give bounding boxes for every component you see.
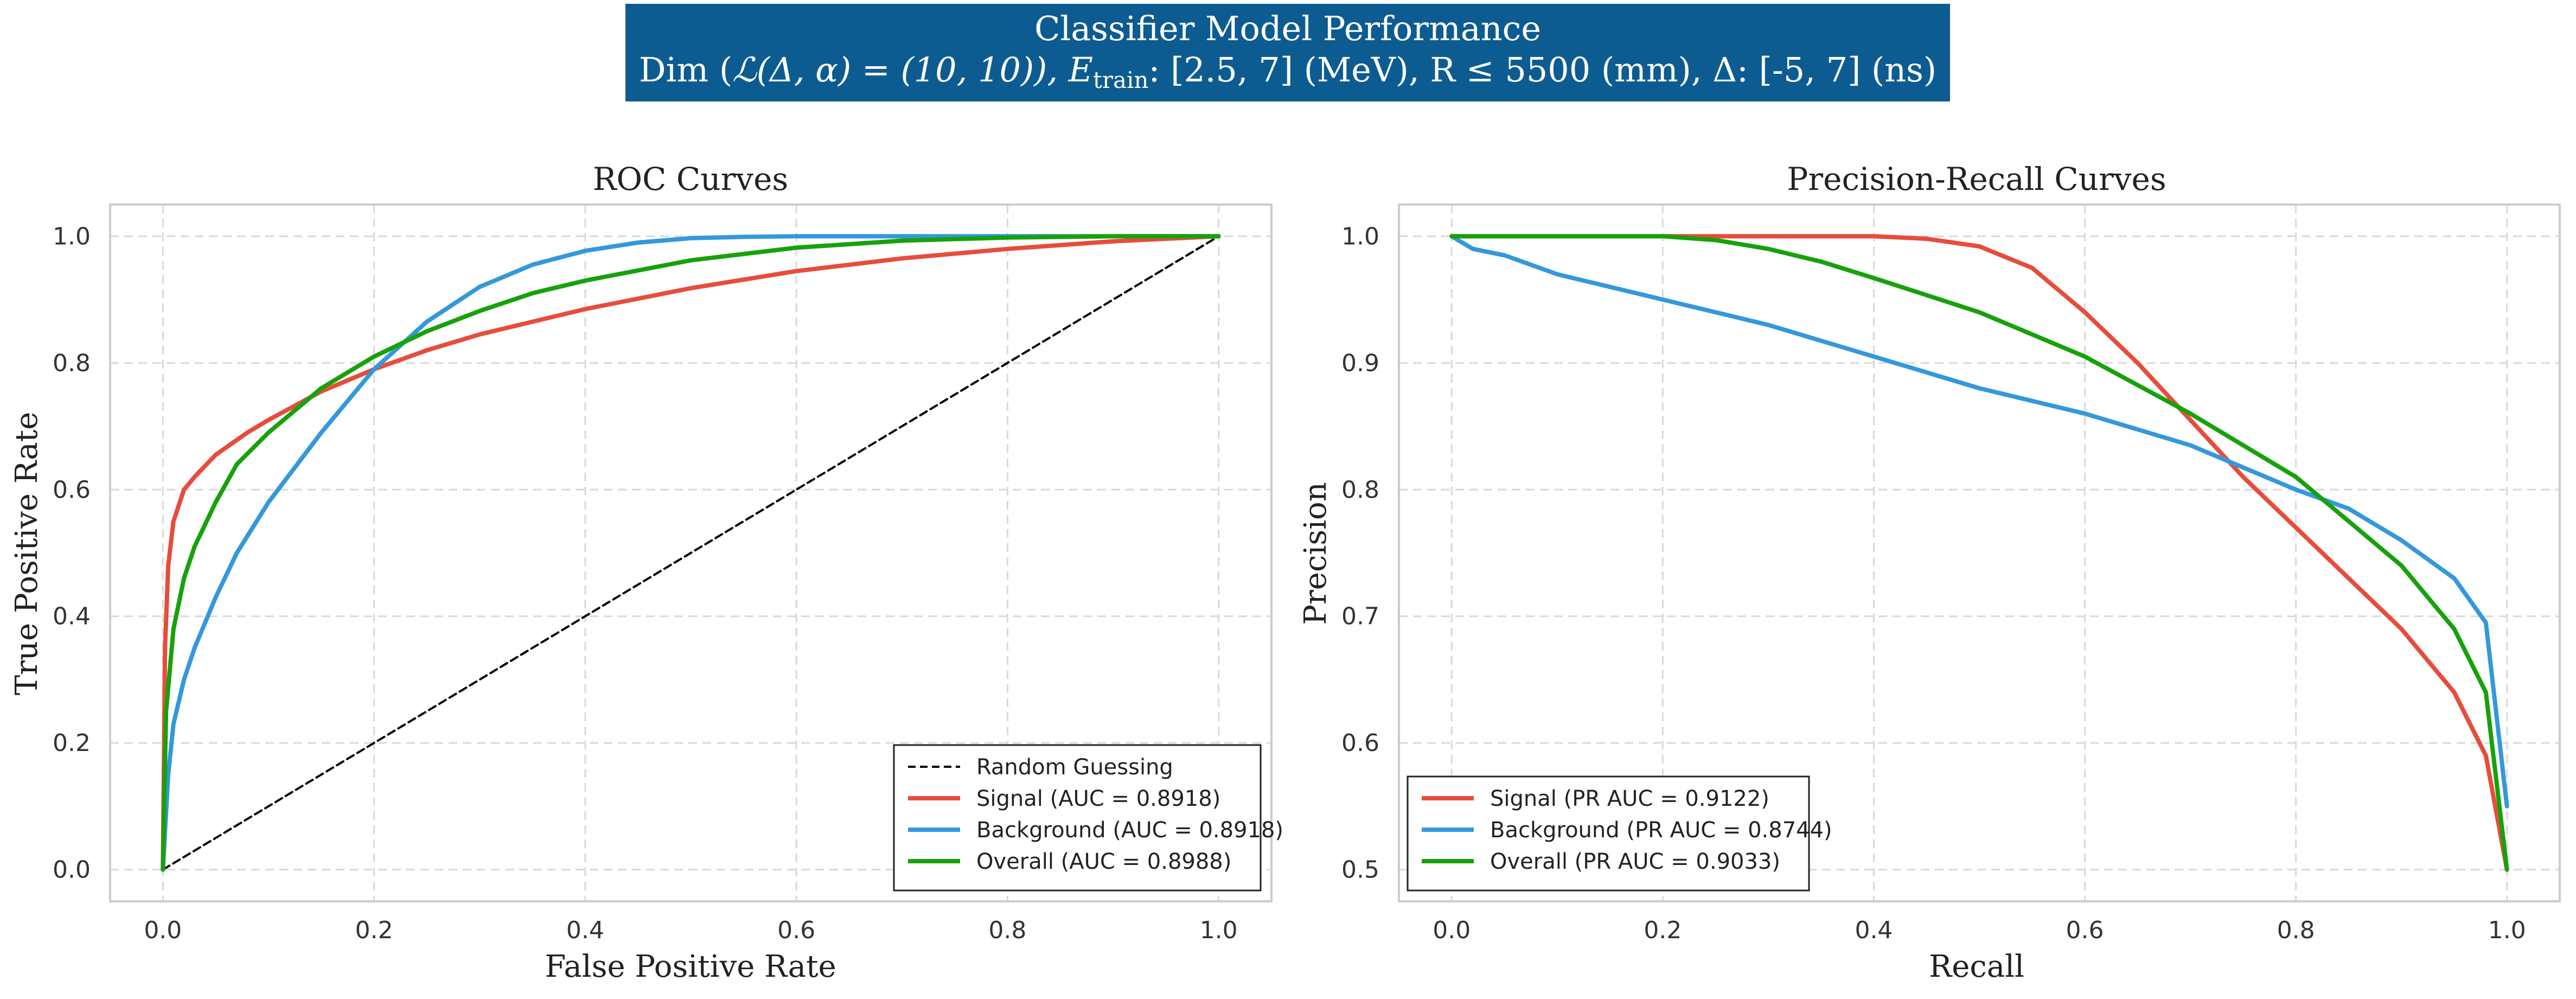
roc-chart: ROC Curves 0.0 0.2 0.4 0.6 0.8 1.00.00.20.40.… bbox=[9, 161, 1283, 984]
roc-ytick-label: 0.8 bbox=[53, 349, 91, 377]
pr-series bbox=[1449, 234, 2509, 872]
pr-ytick-label: 0.7 bbox=[1341, 603, 1379, 631]
pr-xtick-label: 0.0 bbox=[1433, 917, 1471, 944]
roc-ytick-label: 0.4 bbox=[53, 603, 91, 631]
roc-series-random bbox=[162, 235, 1220, 871]
roc-series bbox=[161, 234, 1221, 872]
roc-xtick-label: 0.2 bbox=[355, 917, 393, 944]
roc-ylabel: True Positive Rate bbox=[9, 412, 44, 695]
pr-frame bbox=[1398, 203, 2561, 902]
pr-legend-box bbox=[1407, 775, 1810, 892]
pr-ytick-label: 0.6 bbox=[1341, 729, 1379, 757]
pr-xtick-label: 0.8 bbox=[2277, 917, 2315, 944]
roc-xtick-label: 0.0 bbox=[144, 917, 182, 944]
roc-xlabel: False Positive Rate bbox=[545, 949, 836, 984]
pr-xtick-label: 0.4 bbox=[1855, 917, 1893, 944]
roc-ytick-label: 1.0 bbox=[53, 222, 91, 250]
pr-legend-label: Background (PR AUC = 0.8744) bbox=[1490, 818, 1832, 843]
pr-chart: Precision-Recall Curves 0.0 0.2 0.4 0.6 0.8 1… bbox=[1298, 161, 2561, 984]
roc-legend-label: Random Guessing bbox=[976, 755, 1173, 780]
pr-series-background bbox=[1449, 234, 2509, 809]
roc-legend-label: Signal (AUC = 0.8918) bbox=[976, 786, 1220, 811]
roc-xtick-label: 1.0 bbox=[1200, 917, 1238, 944]
roc-xtick-label: 0.4 bbox=[566, 917, 604, 944]
roc-series-overall bbox=[161, 234, 1221, 872]
roc-title: ROC Curves bbox=[593, 161, 788, 198]
roc-series-signal bbox=[161, 234, 1221, 872]
roc-series-background bbox=[161, 234, 1221, 872]
roc-xtick-label: 0.8 bbox=[988, 917, 1026, 944]
pr-ylabel: Precision bbox=[1298, 482, 1333, 625]
pr-series-signal bbox=[1449, 234, 2509, 872]
pr-xtick-label: 0.2 bbox=[1644, 917, 1682, 944]
pr-legend-label: Overall (PR AUC = 0.9033) bbox=[1490, 849, 1780, 874]
roc-ytick-label: 0.0 bbox=[53, 856, 91, 884]
pr-title: Precision-Recall Curves bbox=[1787, 161, 2166, 198]
roc-legend-label: Background (AUC = 0.8918) bbox=[976, 818, 1283, 843]
pr-xlabel: Recall bbox=[1929, 949, 2024, 984]
pr-legend-label: Signal (PR AUC = 0.9122) bbox=[1490, 786, 1769, 811]
roc-legend: Random Guessing Signal (AUC = 0.8918) Back… bbox=[893, 744, 1283, 892]
pr-legend: Signal (PR AUC = 0.9122) Background (PR A… bbox=[1407, 775, 1832, 892]
figure-subtitle: Dim (ℒ(Δ, α) = (10, 10)), Etrain: [2.5, … bbox=[639, 50, 1936, 93]
roc-ytick-label: 0.2 bbox=[53, 729, 91, 757]
roc-xtick-label: 0.6 bbox=[777, 917, 815, 944]
figure-title: Classifier Model Performance bbox=[1034, 9, 1541, 48]
pr-ticks: 0.0 0.2 0.4 0.6 0.8 1.0 0.5 0.6 0.7 0.8 0.9 1.0 bbox=[1341, 222, 2526, 944]
pr-ytick-label: 0.8 bbox=[1341, 476, 1379, 504]
pr-xtick-label: 1.0 bbox=[2488, 917, 2526, 944]
roc-ticks: 0.0 0.2 0.4 0.6 0.8 1.0 0.0 0.2 0.4 0.6 0.8 1.0 bbox=[53, 222, 1238, 944]
pr-ytick-label: 0.9 bbox=[1341, 349, 1379, 377]
roc-legend-box bbox=[893, 744, 1262, 892]
roc-ytick-label: 0.6 bbox=[53, 476, 91, 504]
pr-series-overall bbox=[1449, 234, 2509, 872]
pr-ytick-label: 0.5 bbox=[1341, 856, 1379, 884]
title-banner bbox=[625, 4, 1950, 101]
roc-legend-label: Overall (AUC = 0.8988) bbox=[976, 849, 1231, 874]
pr-ytick-label: 1.0 bbox=[1341, 222, 1379, 250]
roc-frame bbox=[109, 203, 1273, 902]
pr-xtick-label: 0.6 bbox=[2066, 917, 2104, 944]
